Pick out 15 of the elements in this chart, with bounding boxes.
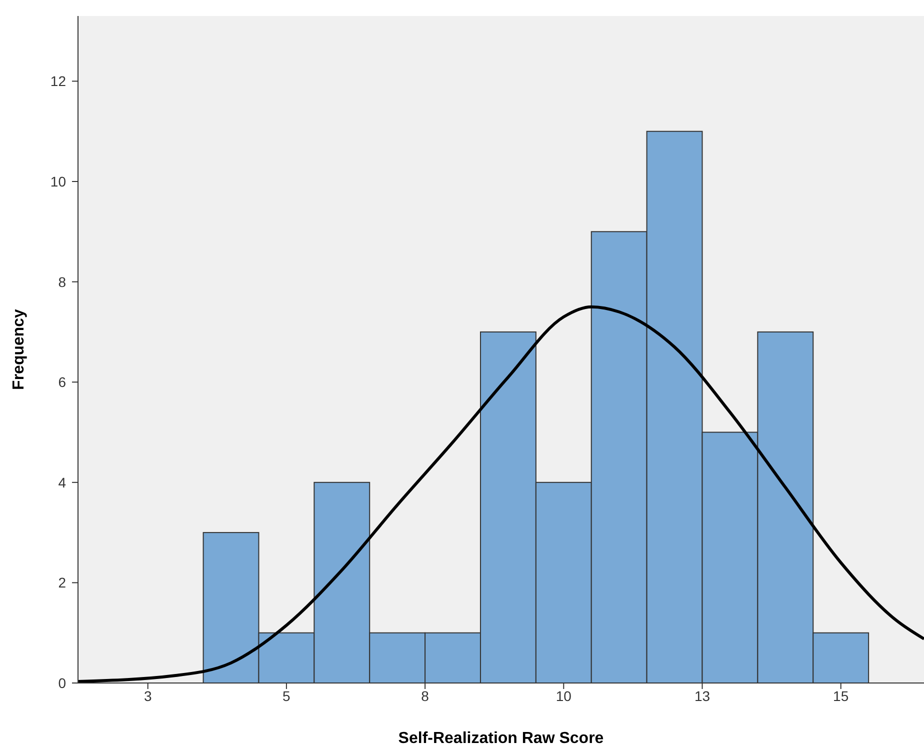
x-tick-label: 3 bbox=[144, 688, 152, 704]
x-tick-label: 13 bbox=[694, 688, 710, 704]
x-tick-label: 10 bbox=[556, 688, 572, 704]
y-tick-label: 12 bbox=[50, 73, 66, 90]
x-axis-title: Self-Realization Raw Score bbox=[398, 730, 604, 747]
y-tick-label: 4 bbox=[58, 474, 66, 490]
y-tick-label: 8 bbox=[58, 274, 66, 290]
x-tick-label: 8 bbox=[421, 688, 430, 704]
y-axis-title: Frequency bbox=[10, 308, 28, 390]
x-tick-label: 5 bbox=[282, 688, 291, 704]
x-tick-label: 15 bbox=[833, 688, 849, 704]
y-tick-label: 2 bbox=[58, 574, 66, 591]
y-tick-label: 6 bbox=[58, 374, 66, 390]
y-tick-label: 10 bbox=[50, 173, 66, 190]
y-tick-label: 0 bbox=[58, 675, 66, 691]
